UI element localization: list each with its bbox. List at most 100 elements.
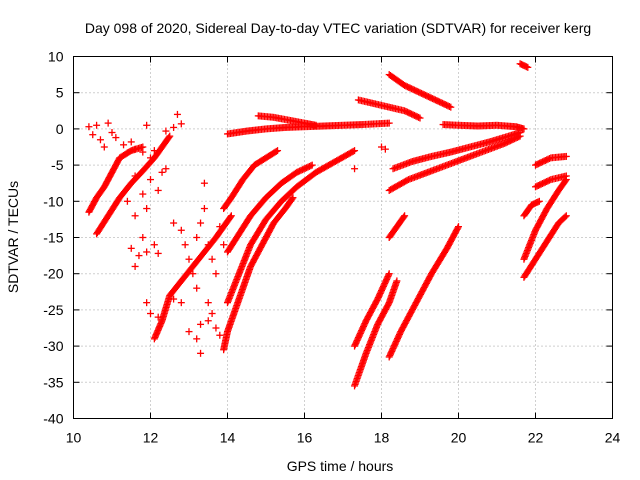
y-tick-label: 5	[56, 85, 64, 101]
data-point	[170, 295, 178, 303]
data-point	[143, 299, 151, 307]
data-point	[177, 226, 185, 234]
x-tick-label: 14	[220, 430, 236, 446]
y-tick-label: -15	[43, 230, 63, 246]
x-axis-label: GPS time / hours	[287, 458, 394, 474]
y-tick-label: 0	[56, 121, 64, 137]
data-point	[351, 165, 359, 173]
data-point	[131, 212, 139, 220]
data-point	[561, 177, 569, 185]
x-tick-label: 22	[528, 430, 544, 446]
data-point	[216, 223, 224, 231]
data-point	[308, 161, 316, 169]
data-point	[562, 152, 570, 160]
data-point	[139, 148, 147, 156]
data-point	[131, 172, 139, 180]
data-point	[349, 147, 357, 155]
data-point	[312, 121, 320, 129]
chart-title: Day 098 of 2020, Sidereal Day-to-day VTE…	[85, 20, 591, 36]
data-point	[562, 172, 570, 180]
data-point	[535, 197, 543, 205]
data-point	[181, 241, 189, 249]
data-point	[162, 165, 170, 173]
y-tick-labels: 10 5 0 -5 -10 -15 -20 -25 -30 -35 -40	[43, 49, 63, 427]
data-point	[154, 249, 162, 257]
data-point	[143, 248, 151, 256]
data-point	[193, 335, 201, 343]
data-point	[165, 133, 173, 141]
data-point	[307, 162, 315, 170]
data-point	[204, 299, 212, 307]
data-point	[127, 244, 135, 252]
data-point	[131, 145, 139, 153]
data-point	[147, 310, 154, 318]
data-point	[416, 114, 424, 122]
data-point	[524, 63, 532, 71]
data-point	[400, 213, 408, 221]
data-point	[166, 132, 174, 140]
data-point	[381, 145, 389, 153]
data-point	[520, 125, 528, 133]
data-point	[562, 212, 570, 220]
data-point	[227, 212, 235, 220]
y-tick-label: -40	[43, 411, 63, 427]
data-point	[385, 270, 393, 278]
data-point	[143, 205, 151, 213]
data-point	[200, 205, 208, 213]
x-tick-label: 24	[605, 430, 621, 446]
data-point	[226, 213, 234, 221]
data-point	[170, 123, 178, 131]
y-tick-label: 10	[48, 49, 64, 65]
data-point	[204, 317, 212, 325]
x-tick-label: 18	[374, 430, 390, 446]
data-point	[170, 219, 178, 227]
data-point	[173, 110, 181, 118]
data-point	[139, 190, 147, 198]
data-point	[216, 331, 224, 339]
data-point	[447, 103, 455, 111]
data-point	[193, 284, 201, 292]
y-tick-label: -10	[43, 193, 63, 209]
data-point	[158, 168, 166, 176]
data-point	[289, 194, 297, 202]
data-point	[204, 241, 212, 249]
data-point	[385, 119, 393, 127]
data-point	[131, 262, 139, 270]
data-point	[208, 310, 216, 318]
y-axis-label: SDTVAR / TECUs	[5, 181, 21, 293]
data-point	[147, 154, 154, 162]
data-point	[197, 349, 205, 357]
data-point	[108, 129, 116, 137]
data-point	[104, 119, 112, 127]
data-point	[177, 299, 185, 307]
data-point	[272, 147, 280, 155]
y-tick-label: -30	[43, 338, 63, 354]
data-point	[120, 141, 128, 149]
data-point	[561, 213, 569, 221]
data-point	[112, 134, 120, 142]
x-tick-label: 12	[143, 430, 159, 446]
data-point	[89, 131, 97, 139]
data-point	[351, 147, 359, 155]
data-point	[143, 121, 151, 129]
data-point	[455, 223, 462, 231]
data-point	[193, 234, 201, 241]
data-point	[150, 147, 158, 155]
data-point	[85, 123, 93, 131]
data-point	[93, 121, 101, 129]
x-tick-labels: 10 12 14 16 18 20 22 24	[66, 430, 621, 446]
data-points	[85, 60, 570, 390]
data-point	[288, 195, 296, 203]
data-point	[415, 113, 423, 121]
y-tick-label: -5	[51, 157, 64, 173]
data-point	[445, 103, 453, 111]
data-point	[150, 241, 158, 249]
data-point	[139, 234, 147, 241]
data-point	[96, 136, 104, 144]
data-point	[162, 127, 170, 135]
data-point	[177, 120, 185, 128]
data-point	[220, 241, 228, 249]
x-tick-label: 10	[66, 430, 82, 446]
data-point	[123, 149, 131, 157]
data-point	[135, 252, 143, 260]
